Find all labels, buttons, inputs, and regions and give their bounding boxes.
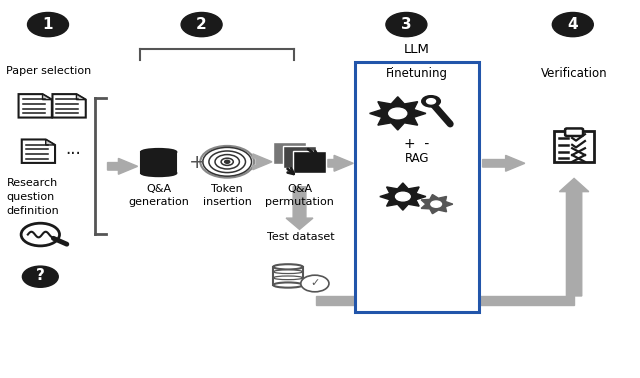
Text: Token
insertion: Token insertion (203, 184, 252, 207)
Polygon shape (76, 94, 86, 100)
Polygon shape (483, 155, 525, 171)
Text: ...: ... (66, 139, 81, 158)
Text: 1: 1 (43, 17, 53, 32)
Text: Verification: Verification (541, 67, 607, 80)
Ellipse shape (273, 282, 303, 288)
FancyBboxPatch shape (554, 131, 594, 162)
Ellipse shape (273, 264, 303, 270)
Ellipse shape (141, 155, 177, 160)
Polygon shape (108, 158, 138, 174)
Ellipse shape (141, 170, 177, 176)
Text: +  -: + - (404, 136, 429, 151)
Polygon shape (559, 178, 589, 296)
Polygon shape (19, 94, 52, 118)
Polygon shape (421, 195, 453, 214)
Circle shape (422, 96, 440, 107)
Polygon shape (22, 139, 55, 163)
Circle shape (552, 12, 593, 37)
Text: Research
question
definition: Research question definition (6, 178, 59, 216)
Text: 4: 4 (568, 17, 578, 32)
Polygon shape (380, 183, 426, 210)
Text: RAG: RAG (404, 152, 429, 165)
Circle shape (388, 108, 407, 119)
Ellipse shape (141, 163, 177, 167)
FancyBboxPatch shape (273, 142, 306, 164)
Text: 2: 2 (196, 17, 207, 32)
FancyBboxPatch shape (283, 146, 316, 168)
Circle shape (225, 160, 230, 163)
Text: ?: ? (36, 268, 45, 284)
Text: LLM: LLM (404, 43, 430, 56)
FancyBboxPatch shape (293, 151, 326, 173)
Polygon shape (42, 94, 52, 100)
Circle shape (28, 12, 68, 37)
Polygon shape (370, 97, 426, 130)
Polygon shape (286, 187, 313, 229)
Circle shape (396, 192, 410, 201)
Text: 3: 3 (401, 17, 412, 32)
Text: Test dataset: Test dataset (267, 232, 335, 242)
Circle shape (181, 12, 222, 37)
Circle shape (427, 99, 436, 104)
Text: Paper selection: Paper selection (6, 66, 92, 76)
Circle shape (22, 266, 58, 287)
Polygon shape (45, 139, 55, 145)
Text: ✓: ✓ (310, 278, 319, 288)
Polygon shape (52, 94, 86, 118)
Ellipse shape (141, 149, 177, 155)
Circle shape (21, 223, 60, 246)
Polygon shape (316, 296, 574, 305)
Text: Q&A
generation: Q&A generation (128, 184, 189, 207)
Circle shape (431, 201, 442, 207)
FancyBboxPatch shape (565, 129, 583, 136)
Polygon shape (328, 155, 353, 171)
FancyBboxPatch shape (355, 62, 479, 312)
Bar (141, 152, 177, 173)
Text: Q&A
permutation: Q&A permutation (265, 184, 334, 207)
Ellipse shape (273, 276, 303, 280)
Text: +: + (189, 153, 205, 172)
Ellipse shape (273, 270, 303, 274)
Circle shape (386, 12, 427, 37)
Bar (273, 267, 303, 285)
Text: Finetuning: Finetuning (386, 67, 448, 80)
Circle shape (301, 275, 329, 292)
Polygon shape (253, 154, 272, 170)
